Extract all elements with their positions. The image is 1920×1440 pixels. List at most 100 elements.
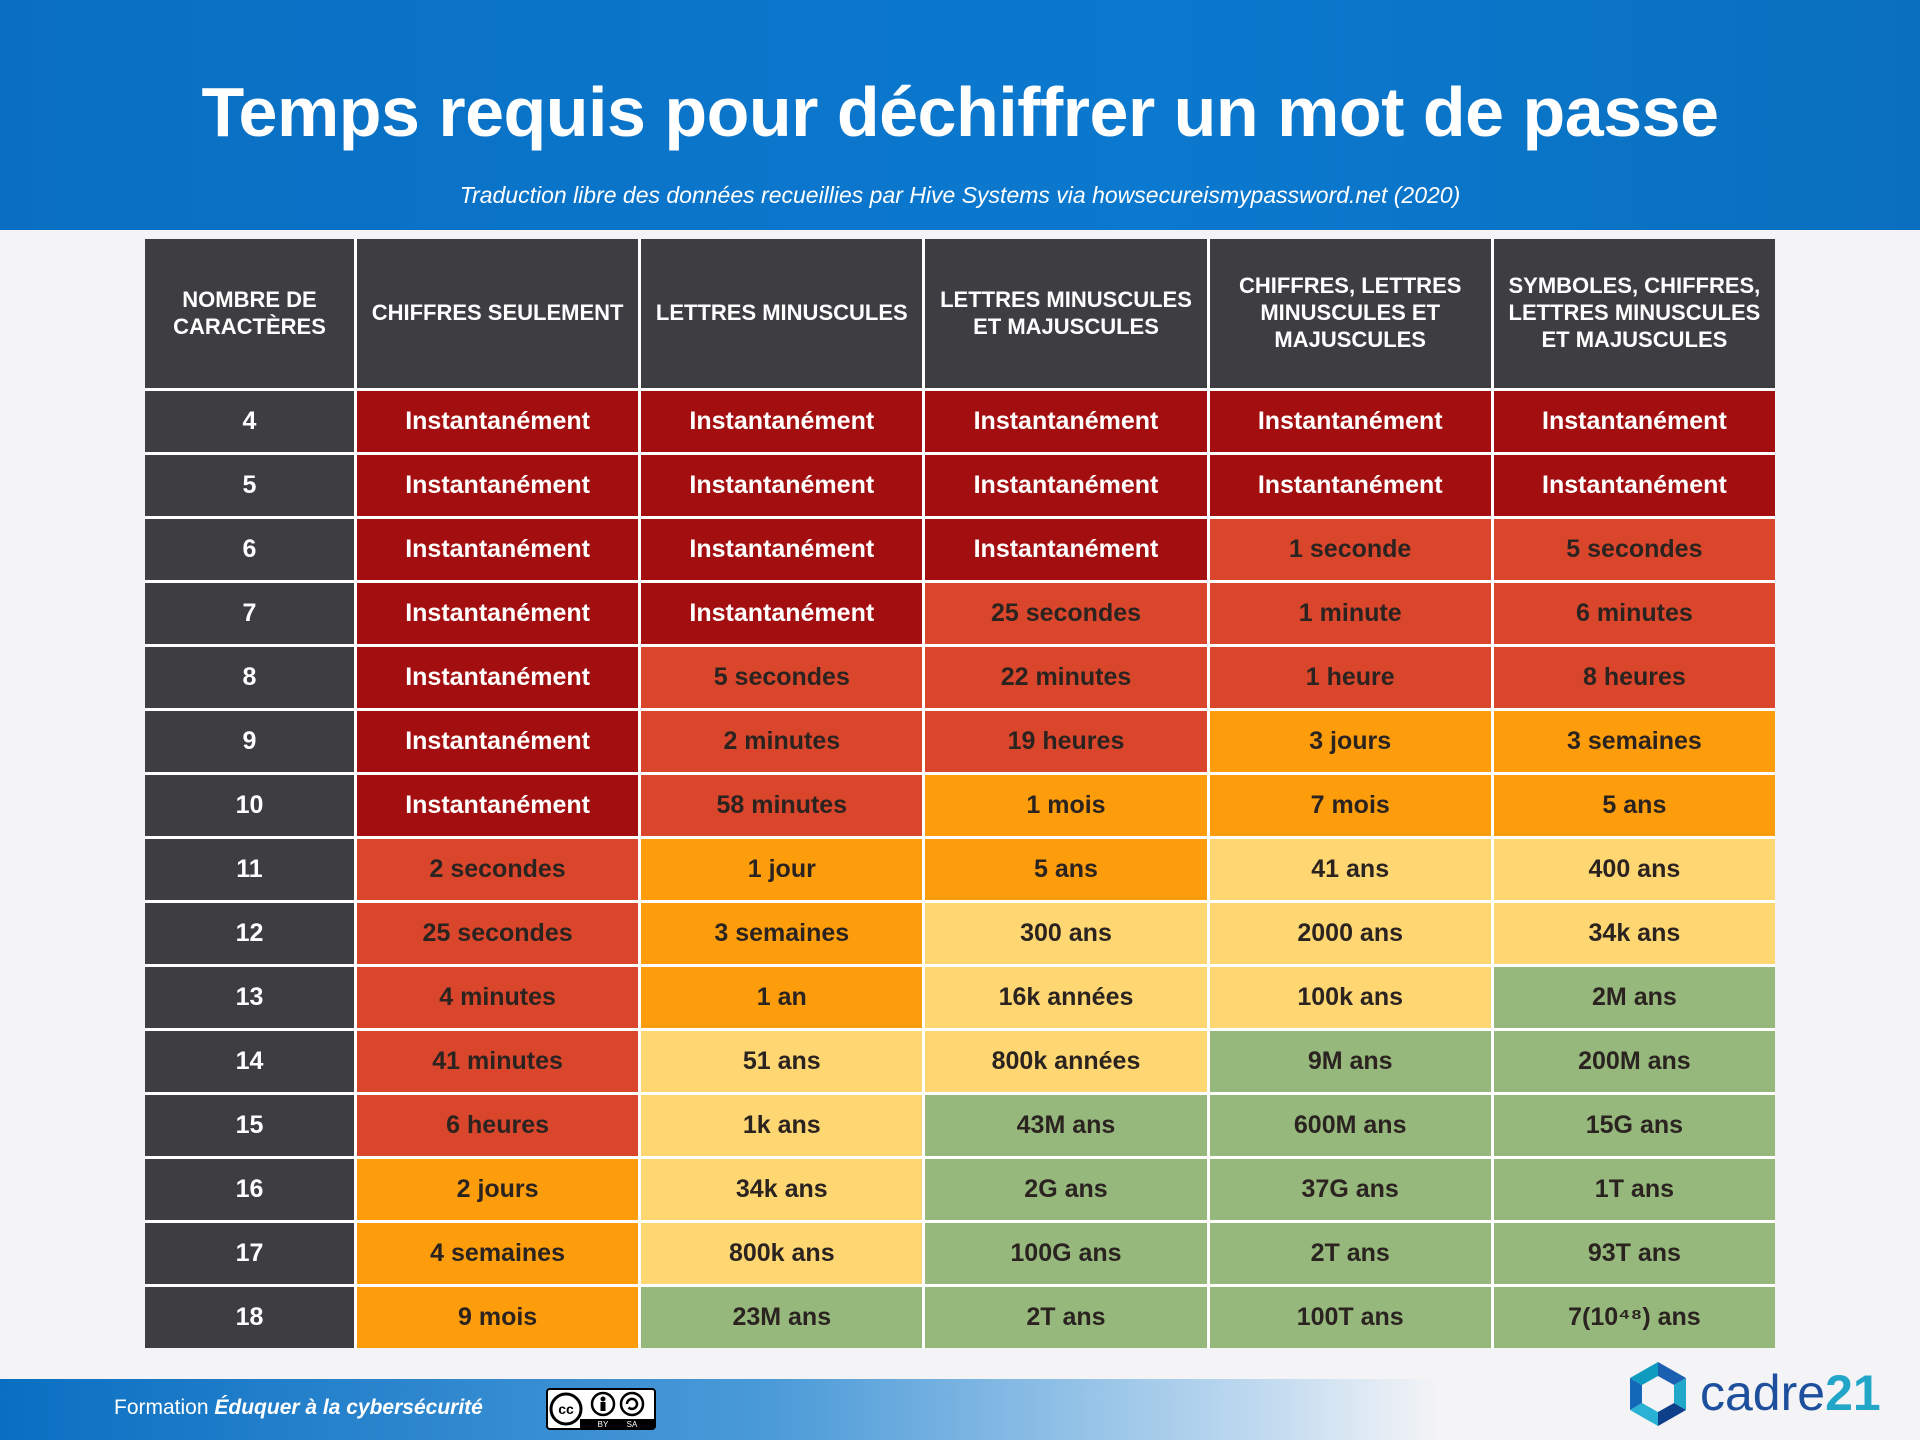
time-cell: 34k ans xyxy=(1493,903,1775,964)
time-cell: 1T ans xyxy=(1493,1159,1775,1220)
row-label: 16 xyxy=(145,1159,354,1220)
time-cell: 23M ans xyxy=(641,1287,923,1348)
time-cell: 51 ans xyxy=(641,1031,923,1092)
column-header: LETTRES MINUSCULES ET MAJUSCULES xyxy=(925,239,1207,388)
time-cell: 25 secondes xyxy=(357,903,639,964)
time-cell: 22 minutes xyxy=(925,647,1207,708)
time-cell: 15G ans xyxy=(1493,1095,1775,1156)
sa-label: SA xyxy=(627,1420,638,1429)
time-cell: Instantanément xyxy=(357,647,639,708)
time-cell: 93T ans xyxy=(1493,1223,1775,1284)
footer-text: Formation Éduquer à la cybersécurité xyxy=(114,1396,483,1420)
time-cell: 2G ans xyxy=(925,1159,1207,1220)
time-cell: 200M ans xyxy=(1493,1031,1775,1092)
row-label: 6 xyxy=(145,519,354,580)
time-cell: Instantanément xyxy=(357,455,639,516)
time-cell: 41 ans xyxy=(1209,839,1491,900)
time-cell: 800k ans xyxy=(641,1223,923,1284)
time-cell: 6 minutes xyxy=(1493,583,1775,644)
course-name: Éduquer à la cybersécurité xyxy=(214,1396,483,1419)
time-cell: Instantanément xyxy=(1493,455,1775,516)
time-cell: 1 seconde xyxy=(1209,519,1491,580)
license-badge: cc BY SA xyxy=(546,1388,656,1430)
time-cell: 2 secondes xyxy=(357,839,639,900)
row-label: 8 xyxy=(145,647,354,708)
time-cell: 100k ans xyxy=(1209,967,1491,1028)
time-cell: Instantanément xyxy=(925,391,1207,452)
time-cell: 600M ans xyxy=(1209,1095,1491,1156)
time-cell: 1 jour xyxy=(641,839,923,900)
time-cell: Instantanément xyxy=(1493,391,1775,452)
column-header: NOMBRE DE CARACTÈRES xyxy=(145,239,354,388)
logo: cadre21 xyxy=(1630,1362,1881,1426)
row-label: 17 xyxy=(145,1223,354,1284)
time-cell: 400 ans xyxy=(1493,839,1775,900)
column-header: LETTRES MINUSCULES xyxy=(641,239,923,388)
time-cell: 1 heure xyxy=(1209,647,1491,708)
time-cell: Instantanément xyxy=(641,455,923,516)
time-cell: 9M ans xyxy=(1209,1031,1491,1092)
time-cell: Instantanément xyxy=(357,711,639,772)
time-cell: 1 minute xyxy=(1209,583,1491,644)
time-cell: Instantanément xyxy=(641,391,923,452)
row-label: 18 xyxy=(145,1287,354,1348)
time-cell: Instantanément xyxy=(1209,455,1491,516)
row-label: 4 xyxy=(145,391,354,452)
subtitle: Traduction libre des données recueillies… xyxy=(459,182,1461,208)
time-cell: Instantanément xyxy=(357,391,639,452)
logo-word: cadre xyxy=(1700,1365,1825,1421)
time-cell: 3 jours xyxy=(1209,711,1491,772)
time-cell: 2T ans xyxy=(925,1287,1207,1348)
time-cell: 3 semaines xyxy=(641,903,923,964)
time-cell: 58 minutes xyxy=(641,775,923,836)
time-cell: 3 semaines xyxy=(1493,711,1775,772)
column-header: CHIFFRES SEULEMENT xyxy=(357,239,639,388)
column-header: SYMBOLES, CHIFFRES, LETTRES MINUSCULES E… xyxy=(1493,239,1775,388)
time-cell: 300 ans xyxy=(925,903,1207,964)
title: Temps requis pour déchiffrer un mot de p… xyxy=(201,73,1719,151)
time-cell: 4 semaines xyxy=(357,1223,639,1284)
footer-prefix: Formation xyxy=(114,1396,209,1419)
row-label: 14 xyxy=(145,1031,354,1092)
time-cell: Instantanément xyxy=(357,519,639,580)
time-cell: 16k années xyxy=(925,967,1207,1028)
time-cell: 100T ans xyxy=(1209,1287,1491,1348)
time-cell: 8 heures xyxy=(1493,647,1775,708)
time-cell: 4 minutes xyxy=(357,967,639,1028)
cc-label: cc xyxy=(558,1401,574,1417)
time-cell: 6 heures xyxy=(357,1095,639,1156)
time-cell: 37G ans xyxy=(1209,1159,1491,1220)
time-cell: Instantanément xyxy=(1209,391,1491,452)
time-cell: 1 an xyxy=(641,967,923,1028)
time-cell: 800k années xyxy=(925,1031,1207,1092)
row-label: 9 xyxy=(145,711,354,772)
row-label: 5 xyxy=(145,455,354,516)
logo-text: cadre21 xyxy=(1700,1365,1881,1421)
time-cell: 2T ans xyxy=(1209,1223,1491,1284)
logo-number: 21 xyxy=(1825,1365,1881,1421)
time-cell: Instantanément xyxy=(925,519,1207,580)
time-cell: 7 mois xyxy=(1209,775,1491,836)
time-cell: 7(10⁴⁸) ans xyxy=(1493,1287,1775,1348)
time-cell: 5 ans xyxy=(1493,775,1775,836)
row-label: 7 xyxy=(145,583,354,644)
column-header: CHIFFRES, LETTRES MINUSCULES ET MAJUSCUL… xyxy=(1209,239,1491,388)
row-label: 11 xyxy=(145,839,354,900)
header-band: Temps requis pour déchiffrer un mot de p… xyxy=(0,0,1920,230)
row-label: 13 xyxy=(145,967,354,1028)
time-cell: 2 minutes xyxy=(641,711,923,772)
time-cell: 19 heures xyxy=(925,711,1207,772)
time-cell: Instantanément xyxy=(641,583,923,644)
time-cell: 2M ans xyxy=(1493,967,1775,1028)
time-cell: 5 secondes xyxy=(641,647,923,708)
table: NOMBRE DE CARACTÈRES CHIFFRES SEULEMENT LE… xyxy=(145,239,1775,1348)
row-label: 15 xyxy=(145,1095,354,1156)
row-label: 10 xyxy=(145,775,354,836)
time-cell: 9 mois xyxy=(357,1287,639,1348)
by-label: BY xyxy=(598,1420,609,1429)
row-label: 12 xyxy=(145,903,354,964)
time-cell: 5 secondes xyxy=(1493,519,1775,580)
time-cell: 43M ans xyxy=(925,1095,1207,1156)
